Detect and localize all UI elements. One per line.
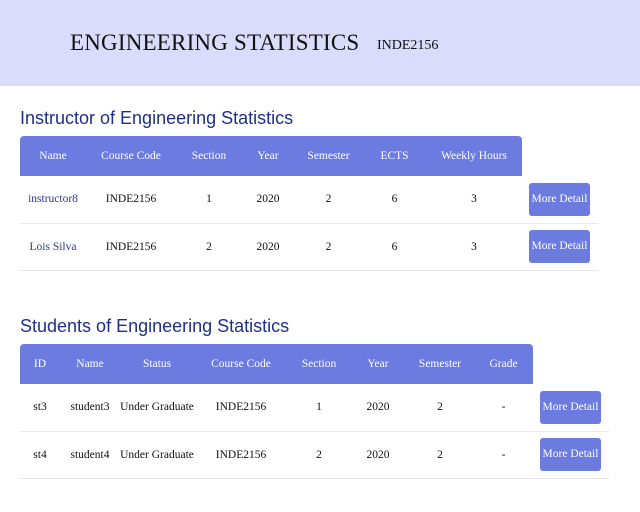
course-code-cell: INDE2156 xyxy=(194,431,288,479)
column-header: Course Code xyxy=(86,136,176,176)
action-column-header xyxy=(533,344,609,384)
action-column-header xyxy=(522,136,598,176)
action-cell: More Detail xyxy=(533,431,609,479)
column-header: Section xyxy=(288,344,350,384)
student-name-cell: student3 xyxy=(60,384,120,432)
year-cell: 2020 xyxy=(242,176,294,224)
more-detail-button[interactable]: More Detail xyxy=(540,390,601,424)
grade-cell: - xyxy=(474,431,533,479)
course-code-cell: INDE2156 xyxy=(194,384,288,432)
column-header: ID xyxy=(20,344,60,384)
instructor-name[interactable]: instructor8 xyxy=(20,176,86,224)
table-row: instructor8 INDE2156 1 2020 2 6 3 More D… xyxy=(20,176,598,224)
column-header: Grade xyxy=(474,344,533,384)
status-cell: Under Graduate xyxy=(120,384,194,432)
student-id-cell: st3 xyxy=(20,384,60,432)
table-row: st3 student3 Under Graduate INDE2156 1 2… xyxy=(20,384,609,432)
section-cell: 1 xyxy=(176,176,242,224)
more-detail-button[interactable]: More Detail xyxy=(529,230,590,263)
section-cell: 1 xyxy=(288,384,350,432)
course-code-cell: INDE2156 xyxy=(86,223,176,271)
instructors-table: Name Course Code Section Year Semester E… xyxy=(20,136,598,271)
students-heading: Students of Engineering Statistics xyxy=(20,316,290,336)
more-detail-button[interactable]: More Detail xyxy=(540,438,601,471)
course-title: ENGINEERING STATISTICS xyxy=(70,30,360,55)
instructors-heading: Instructor of Engineering Statistics xyxy=(20,108,294,128)
more-detail-button[interactable]: More Detail xyxy=(529,182,590,216)
semester-cell: 2 xyxy=(294,223,363,271)
column-header: Section xyxy=(176,136,242,176)
column-header: Name xyxy=(60,344,120,384)
ects-cell: 6 xyxy=(363,176,426,224)
action-cell: More Detail xyxy=(522,176,598,224)
column-header: ECTS xyxy=(363,136,426,176)
semester-cell: 2 xyxy=(406,431,474,479)
action-cell: More Detail xyxy=(533,384,609,432)
semester-cell: 2 xyxy=(294,176,363,224)
student-name-cell: student4 xyxy=(60,431,120,479)
course-code-cell: INDE2156 xyxy=(86,176,176,224)
column-header: Status xyxy=(120,344,194,384)
year-cell: 2020 xyxy=(242,223,294,271)
section-cell: 2 xyxy=(176,223,242,271)
section-cell: 2 xyxy=(288,431,350,479)
column-header: Semester xyxy=(294,136,363,176)
student-id-cell: st4 xyxy=(20,431,60,479)
table-row: Lois Silva INDE2156 2 2020 2 6 3 More De… xyxy=(20,223,598,271)
column-header: Name xyxy=(20,136,86,176)
weekly-hours-cell: 3 xyxy=(426,223,522,271)
grade-cell: - xyxy=(474,384,533,432)
column-header: Year xyxy=(242,136,294,176)
table-header-row: ID Name Status Course Code Section Year … xyxy=(20,344,609,384)
column-header: Course Code xyxy=(194,344,288,384)
page-header: ENGINEERING STATISTICS INDE2156 xyxy=(0,0,640,86)
action-cell: More Detail xyxy=(522,223,598,271)
weekly-hours-cell: 3 xyxy=(426,176,522,224)
status-cell: Under Graduate xyxy=(120,431,194,479)
column-header: Semester xyxy=(406,344,474,384)
year-cell: 2020 xyxy=(350,384,406,432)
table-row: st4 student4 Under Graduate INDE2156 2 2… xyxy=(20,431,609,479)
table-header-row: Name Course Code Section Year Semester E… xyxy=(20,136,598,176)
column-header: Year xyxy=(350,344,406,384)
course-code: INDE2156 xyxy=(377,38,439,53)
ects-cell: 6 xyxy=(363,223,426,271)
semester-cell: 2 xyxy=(406,384,474,432)
column-header: Weekly Hours xyxy=(426,136,522,176)
year-cell: 2020 xyxy=(350,431,406,479)
instructor-name[interactable]: Lois Silva xyxy=(20,223,86,271)
students-table: ID Name Status Course Code Section Year … xyxy=(20,344,609,479)
